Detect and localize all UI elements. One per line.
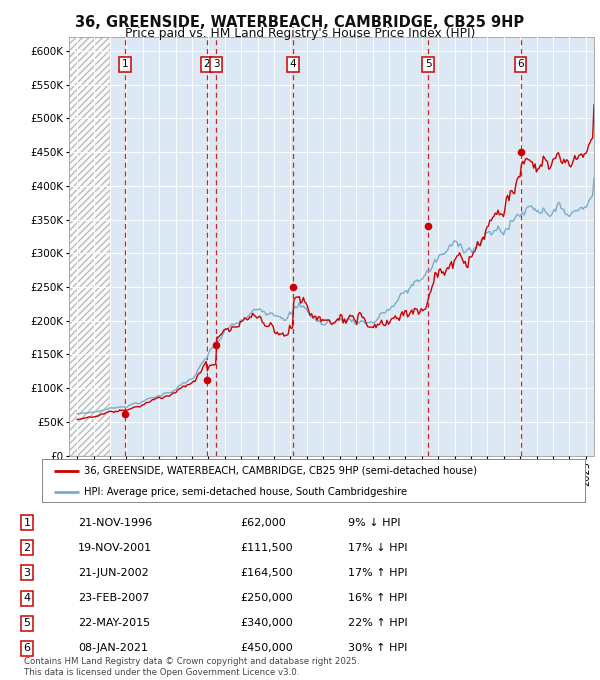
Text: 1: 1 [121,59,128,69]
Bar [69,37,110,456]
Text: 5: 5 [425,59,431,69]
Text: 4: 4 [290,59,296,69]
Text: 2: 2 [203,59,210,69]
Text: 36, GREENSIDE, WATERBEACH, CAMBRIDGE, CB25 9HP: 36, GREENSIDE, WATERBEACH, CAMBRIDGE, CB… [76,15,524,30]
Text: 3: 3 [213,59,220,69]
Text: HPI: Average price, semi-detached house, South Cambridgeshire: HPI: Average price, semi-detached house,… [85,488,407,497]
Text: 16% ↑ HPI: 16% ↑ HPI [348,593,407,603]
Text: 9% ↓ HPI: 9% ↓ HPI [348,517,401,528]
Text: £111,500: £111,500 [240,543,293,553]
Text: 36, GREENSIDE, WATERBEACH, CAMBRIDGE, CB25 9HP (semi-detached house): 36, GREENSIDE, WATERBEACH, CAMBRIDGE, CB… [85,466,478,475]
Text: 1: 1 [23,517,31,528]
Text: 6: 6 [517,59,524,69]
Text: 4: 4 [23,593,31,603]
Text: Contains HM Land Registry data © Crown copyright and database right 2025.
This d: Contains HM Land Registry data © Crown c… [24,657,359,677]
Text: 3: 3 [23,568,31,578]
Text: 5: 5 [23,618,31,628]
Text: £250,000: £250,000 [240,593,293,603]
Text: 6: 6 [23,643,31,653]
Text: 17% ↓ HPI: 17% ↓ HPI [348,543,407,553]
Text: 22-MAY-2015: 22-MAY-2015 [78,618,150,628]
Text: £62,000: £62,000 [240,517,286,528]
Text: 08-JAN-2021: 08-JAN-2021 [78,643,148,653]
Text: 19-NOV-2001: 19-NOV-2001 [78,543,152,553]
Text: 23-FEB-2007: 23-FEB-2007 [78,593,149,603]
Text: 17% ↑ HPI: 17% ↑ HPI [348,568,407,578]
Text: £164,500: £164,500 [240,568,293,578]
Text: 21-JUN-2002: 21-JUN-2002 [78,568,149,578]
Text: £340,000: £340,000 [240,618,293,628]
Text: 22% ↑ HPI: 22% ↑ HPI [348,618,407,628]
Text: 2: 2 [23,543,31,553]
Text: £450,000: £450,000 [240,643,293,653]
Text: 21-NOV-1996: 21-NOV-1996 [78,517,152,528]
Text: 30% ↑ HPI: 30% ↑ HPI [348,643,407,653]
Text: Price paid vs. HM Land Registry's House Price Index (HPI): Price paid vs. HM Land Registry's House … [125,27,475,40]
